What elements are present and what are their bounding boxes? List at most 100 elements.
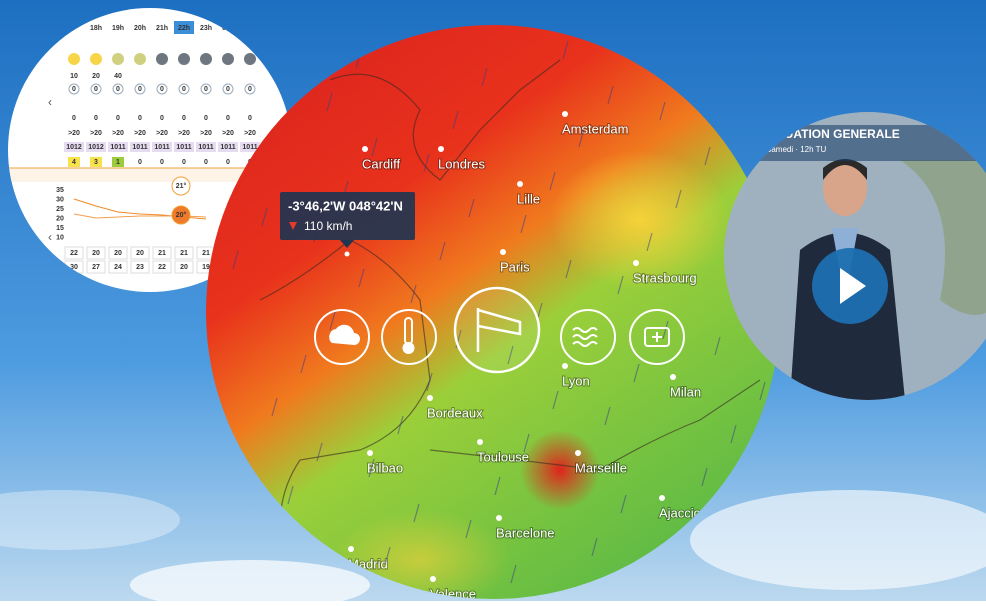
weather-glyph (156, 53, 168, 65)
hour-label: 23h (200, 25, 212, 32)
temp-bubble-label: 21° (176, 182, 187, 190)
table-cell: 1011 (220, 144, 235, 151)
table-cell: 4 (72, 159, 76, 166)
city-label: Milan (670, 384, 701, 399)
scene: ‹ ‹ 18h19h20h21h22h23h00h102040000000000… (0, 0, 986, 601)
temp-bubble-label: 20° (176, 211, 187, 219)
city-label: Barcelone (496, 525, 555, 540)
table-cell: 0 (182, 115, 186, 122)
city-label: Strasbourg (633, 270, 697, 285)
table-cell: 0 (72, 115, 76, 122)
table-cell: 22 (70, 250, 78, 257)
heat (550, 150, 730, 290)
city-dot (477, 439, 483, 445)
hour-label: 22h (178, 25, 190, 32)
tooltip-coordinates: -3°46,2'W 048°42'N (288, 198, 403, 213)
table-cell: >20 (90, 130, 102, 137)
city-dot (496, 515, 502, 521)
tooltip-point (345, 252, 350, 257)
prev-arrow[interactable]: ‹ (48, 230, 52, 244)
table-cell: 1011 (154, 144, 169, 151)
city-dot (430, 576, 436, 582)
hour-label: 19h (112, 25, 124, 32)
city-label: Lyon (562, 373, 590, 388)
table-cell: 20 (114, 250, 122, 257)
city-label: Lille (517, 191, 540, 206)
city-dot (562, 111, 568, 117)
city-dot (438, 146, 444, 152)
table-cell: 21 (158, 250, 166, 257)
table-cell: 0 (248, 86, 252, 93)
city-dot (659, 495, 665, 501)
table-cell: 21 (180, 250, 188, 257)
table-cell: 0 (226, 115, 230, 122)
table-cell: 0 (94, 115, 98, 122)
table-cell: 1012 (66, 144, 82, 151)
weather-glyph (134, 53, 146, 65)
table-cell: >20 (178, 130, 190, 137)
table-cell: 1011 (176, 144, 191, 151)
weather-glyph (178, 53, 190, 65)
table-cell: >20 (200, 130, 212, 137)
axis-label: 25 (56, 206, 64, 213)
weather-glyph (222, 53, 234, 65)
weather-glyph (112, 53, 124, 65)
table-cell: 27 (92, 264, 100, 271)
table-cell: 24 (114, 264, 122, 271)
thermo-bulb (403, 342, 415, 354)
table-cell: 0 (204, 86, 208, 93)
hour-label: 21h (156, 25, 168, 32)
axis-label: 30 (56, 196, 64, 203)
table-cell: 20 (92, 250, 100, 257)
table-cell: 0 (160, 115, 164, 122)
table-cell: >20 (68, 130, 80, 137)
table-cell: 40 (114, 73, 122, 80)
table-cell: >20 (112, 130, 124, 137)
table-cell: 20 (92, 73, 100, 80)
table-cell: 0 (182, 86, 186, 93)
city-label: Cardiff (362, 156, 400, 171)
city-dot (348, 546, 354, 552)
axis-label: 15 (56, 225, 64, 232)
table-cell: >20 (156, 130, 168, 137)
city-dot (517, 181, 523, 187)
table-cell: 0 (138, 115, 142, 122)
axis-label: 10 (56, 234, 64, 241)
city-label: Paris (500, 259, 530, 274)
axis-label: 20 (56, 215, 64, 222)
city-label: Bordeaux (427, 405, 483, 420)
table-cell: 23 (136, 264, 144, 271)
city-dot (633, 260, 639, 266)
table-cell: 10 (70, 73, 78, 80)
city-label: Amsterdam (562, 121, 628, 136)
table-cell: 0 (116, 86, 120, 93)
table-cell: 1011 (242, 144, 257, 151)
table-cell: 21 (202, 250, 210, 257)
prev-arrow[interactable]: ‹ (48, 95, 52, 109)
table-cell: 20 (136, 250, 144, 257)
table-cell: 1011 (110, 144, 125, 151)
weather-glyph (244, 53, 256, 65)
table-cell: 0 (226, 86, 230, 93)
axis-label: 35 (56, 187, 64, 194)
page: ‹ ‹ 18h19h20h21h22h23h00h102040000000000… (0, 0, 986, 601)
table-cell: >20 (222, 130, 234, 137)
city-label: Londres (438, 156, 485, 171)
weather-glyph (200, 53, 212, 65)
city-dot (362, 146, 368, 152)
table-cell: 0 (204, 115, 208, 122)
city-label: Toulouse (477, 449, 529, 464)
table-cell: 0 (226, 159, 230, 166)
table-cell: 19 (202, 264, 210, 271)
table-cell: 1011 (198, 144, 213, 151)
table-cell: 0 (182, 159, 186, 166)
city-dot (500, 249, 506, 255)
table-cell: 1012 (88, 144, 104, 151)
table-cell: 0 (248, 115, 252, 122)
table-cell: 1011 (132, 144, 147, 151)
table-cell: 0 (138, 86, 142, 93)
table-cell: 0 (72, 86, 76, 93)
table-cell: >20 (244, 130, 256, 137)
table-cell: 0 (160, 86, 164, 93)
city-dot (427, 395, 433, 401)
